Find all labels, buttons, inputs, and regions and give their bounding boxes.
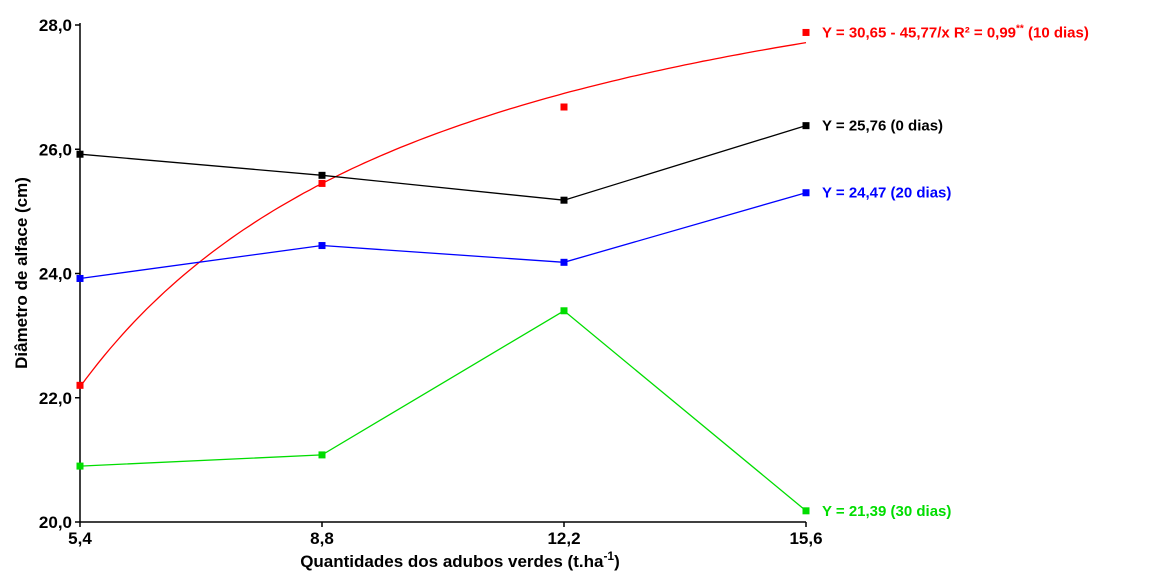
data-point-d10 xyxy=(76,381,84,389)
x-axis-title: Quantidades dos adubos verdes (t.ha-1) xyxy=(300,549,620,571)
data-point-d20 xyxy=(560,258,568,266)
series-line-d30 xyxy=(79,310,807,512)
data-point-d30 xyxy=(318,451,326,459)
x-axis-title-superscript: -1 xyxy=(603,549,614,563)
x-tick-label: 5,4 xyxy=(68,529,92,548)
data-point-d20 xyxy=(802,189,810,197)
data-point-d10 xyxy=(560,103,568,111)
x-axis-title-main: Quantidades dos adubos verdes (t.ha xyxy=(300,552,604,571)
data-point-d0 xyxy=(802,122,810,130)
y-tick-label: 26,0 xyxy=(39,140,72,159)
series-layer xyxy=(76,28,810,515)
y-tick-label: 20,0 xyxy=(39,513,72,532)
data-point-d0 xyxy=(318,171,326,179)
data-point-d10 xyxy=(802,28,810,36)
series-label-text: Y = 24,47 (20 dias) xyxy=(822,185,951,202)
data-point-d20 xyxy=(76,274,84,282)
data-point-d30 xyxy=(76,462,84,470)
series-line-d0 xyxy=(79,124,807,201)
ticks: 20,0 22,0 24,0 26,0 28,0 5,4 8,8 12,2 15,6 xyxy=(39,16,823,548)
y-tick-label: 24,0 xyxy=(39,265,72,284)
axes xyxy=(79,23,806,523)
series-label-d30: Y = 21,39 (30 dias) xyxy=(822,503,951,520)
series-label-text: Y = 25,76 (0 dias) xyxy=(822,118,943,135)
x-tick-label: 8,8 xyxy=(310,529,334,548)
series-label-d0: Y = 25,76 (0 dias) xyxy=(822,118,943,135)
data-point-d0 xyxy=(76,150,84,158)
series-label-text: Y = 30,65 - 45,77/x R² = 0,99 xyxy=(822,24,1016,41)
series-label-d20: Y = 24,47 (20 dias) xyxy=(822,185,951,202)
data-point-d20 xyxy=(318,242,326,250)
y-tick-label: 22,0 xyxy=(39,389,72,408)
series-line-d20 xyxy=(79,192,807,280)
x-tick-label: 15,6 xyxy=(789,529,822,548)
data-point-d10 xyxy=(318,179,326,187)
data-point-d0 xyxy=(560,196,568,204)
series-label-text: Y = 21,39 (30 dias) xyxy=(822,503,951,520)
x-axis-title-close: ) xyxy=(614,552,620,571)
series-label-d10: Y = 30,65 - 45,77/x R² = 0,99** (10 dias… xyxy=(822,23,1089,41)
data-point-d30 xyxy=(560,307,568,315)
series-line-d10 xyxy=(79,41,807,388)
series-label-significance: ** xyxy=(1016,23,1024,34)
x-tick-label: 12,2 xyxy=(547,529,580,548)
data-point-d30 xyxy=(802,507,810,515)
y-tick-label: 28,0 xyxy=(39,16,72,35)
labels-layer: Y = 30,65 - 45,77/x R² = 0,99** (10 dias… xyxy=(822,23,1089,519)
y-axis-title: Diâmetro de alface (cm) xyxy=(12,177,31,369)
series-label-tail: (10 dias) xyxy=(1024,24,1089,41)
